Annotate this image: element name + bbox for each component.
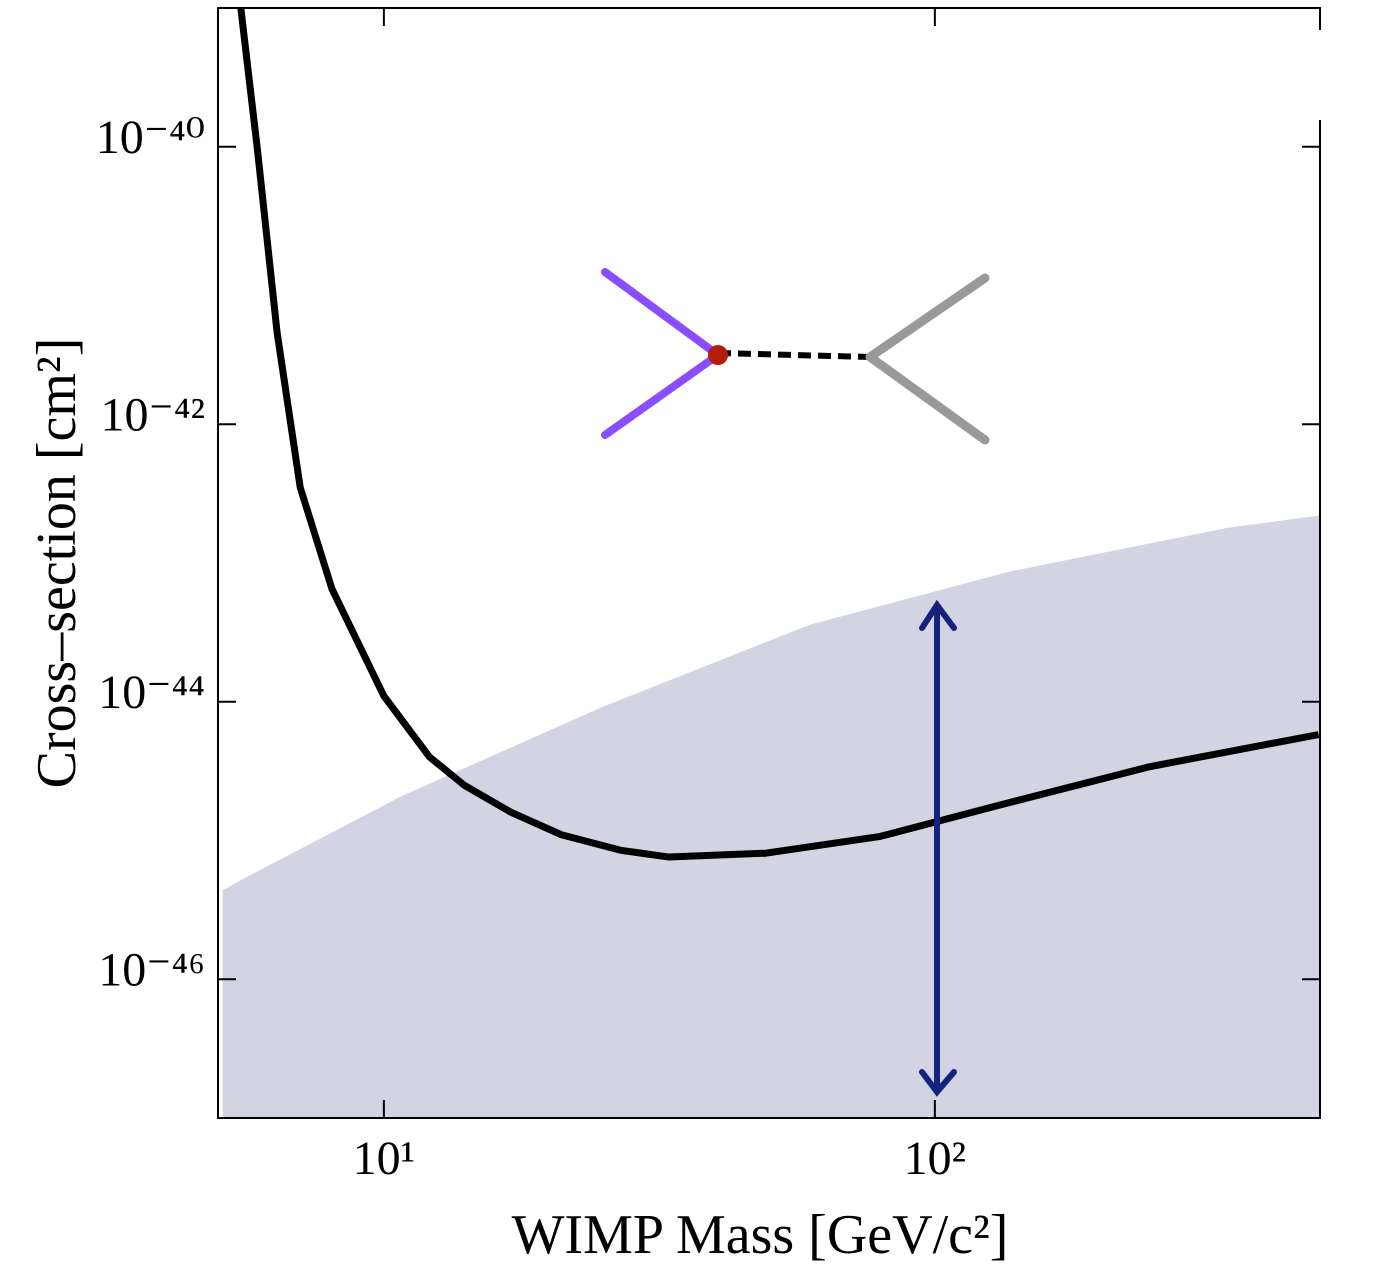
corner-box xyxy=(1310,30,1373,120)
y-axis-label: Cross–section [cm²] xyxy=(26,338,88,789)
arrow-head xyxy=(919,599,957,631)
diagram-line xyxy=(717,350,871,360)
limit-curve xyxy=(237,7,1320,861)
y-tick-label: 10⁻⁴⁶ xyxy=(98,943,205,996)
x-tick-label: 10¹ xyxy=(353,1132,415,1185)
diagram-line xyxy=(865,352,990,445)
diagram-line xyxy=(865,273,990,362)
shaded-region xyxy=(222,515,1321,1118)
x-tick-label: 10² xyxy=(904,1132,966,1185)
axes-frame xyxy=(217,7,1321,1119)
diagram-vertex xyxy=(708,345,728,365)
range-arrow xyxy=(919,599,957,1097)
diagram-line xyxy=(601,268,722,359)
y-tick-label: 10⁻⁴² xyxy=(101,388,205,441)
x-axis-label: WIMP Mass [GeV/c²] xyxy=(512,1204,1009,1266)
y-tick-label: 10⁻⁴⁰ xyxy=(96,111,205,164)
y-tick-label: 10⁻⁴⁴ xyxy=(98,666,205,719)
feynman-diagram xyxy=(601,268,990,445)
arrow-head xyxy=(919,1069,957,1097)
plot-area: 10¹ 10² 10⁻⁴⁰ 10⁻⁴² 10⁻⁴⁴ 10⁻⁴⁶ xyxy=(96,7,1321,1185)
diagram-line xyxy=(601,351,722,439)
